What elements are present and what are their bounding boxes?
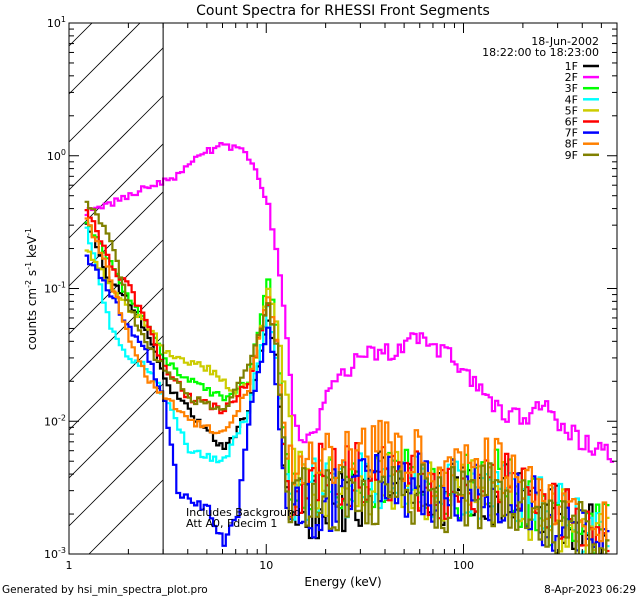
- x-axis: 1 10 100: [66, 23, 618, 572]
- y-axis: 10-3 10-2 10-1 100 101: [44, 15, 617, 561]
- date-label: 18-Jun-2002: [531, 35, 599, 48]
- legend-label-8F: 8F: [565, 138, 578, 151]
- x-tick-label: 1: [66, 559, 73, 572]
- legend-label-7F: 7F: [565, 127, 578, 140]
- chart-title: Count Spectra for RHESSI Front Segments: [196, 3, 490, 19]
- legend-label-2F: 2F: [565, 71, 578, 84]
- excluded-energy-hatch: [69, 23, 617, 554]
- y-tick-label: 10-2: [44, 413, 66, 428]
- legend-label-5F: 5F: [565, 104, 578, 117]
- series-9F-line: [84, 200, 610, 554]
- y-tick-label: 100: [47, 148, 66, 163]
- y-tick-label: 10-1: [44, 281, 66, 296]
- series-5F-line: [84, 249, 610, 554]
- series-3F-line: [84, 221, 610, 554]
- hatch-line: [69, 23, 141, 95]
- generated-by-label: Generated by hsi_min_spectra_plot.pro: [2, 584, 208, 596]
- legend-label-6F: 6F: [565, 116, 578, 129]
- hatch-mask: [163, 23, 617, 554]
- legend-label-9F: 9F: [565, 149, 578, 162]
- annotation-background: Includes Background: [186, 506, 301, 519]
- y-axis-label: counts cm-2 s-1 keV-1: [24, 228, 39, 350]
- series-layer: [84, 142, 615, 554]
- legend-label-3F: 3F: [565, 82, 578, 95]
- x-tick-label: 10: [259, 559, 273, 572]
- plot-datetime-label: 8-Apr-2023 06:29: [544, 584, 636, 596]
- y-tick-label: 101: [47, 15, 66, 30]
- annotation-attenuator: Att A0, Fdecim 1: [186, 517, 277, 530]
- time-range-label: 18:22:00 to 18:23:00: [482, 46, 599, 59]
- legend-label-1F: 1F: [565, 60, 578, 73]
- x-axis-label: Energy (keV): [304, 575, 381, 589]
- legend-label-4F: 4F: [565, 93, 578, 106]
- series-2F-line: [84, 142, 615, 463]
- series-7F-line: [84, 254, 610, 554]
- y-tick-label: 10-3: [44, 546, 66, 561]
- x-tick-label: 100: [453, 559, 474, 572]
